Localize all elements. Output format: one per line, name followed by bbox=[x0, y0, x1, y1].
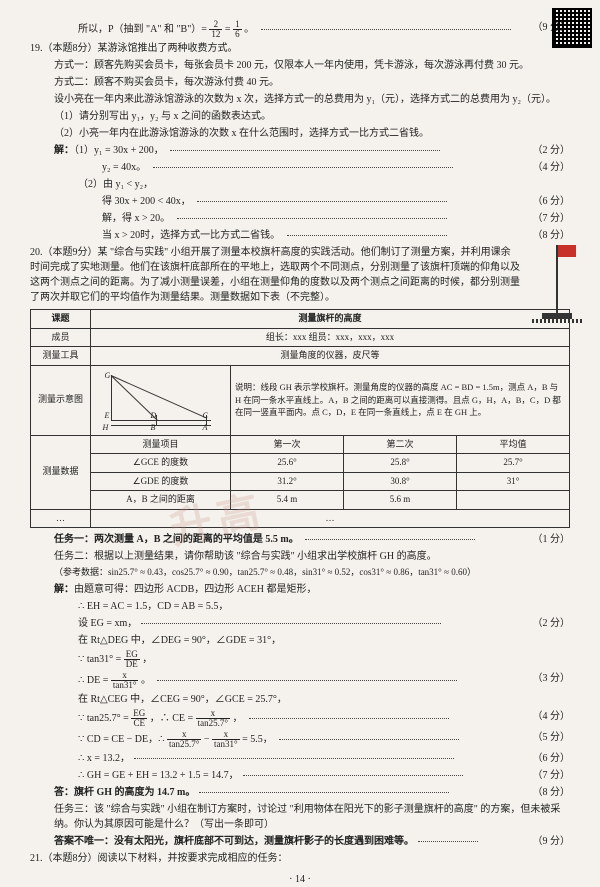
q20-s9: ∵ CD = CE − DE，∴ xtan25.7° − xtan31° = 5… bbox=[30, 730, 570, 749]
q19-sol2b: 得 30x + 200 < 40x， （6 分） bbox=[30, 194, 570, 209]
q19-sol2d: 当 x > 20时，选择方式一比方式二省钱。 （8 分） bbox=[30, 228, 570, 243]
q20-s3: 设 EG = xm，（2 分） bbox=[30, 616, 570, 631]
q19-way1: 方式一：顾客先购买会员卡，每张会员卡 200 元，仅限本人一年内使用，凭卡游泳，… bbox=[30, 58, 570, 73]
q20-head: 20.（本题9分）某 "综合与实践" 小组开展了测量本校旗杆高度的实践活动。他们… bbox=[30, 245, 570, 305]
task2a: 任务二：根据以上测量结果，请你帮助该 "综合与实践" 小组求出学校旗杆 GH 的… bbox=[30, 549, 570, 564]
q19-sol2a: （2）由 y₁ < y₂， bbox=[30, 177, 570, 192]
q20-s8: ∵ tan25.7° = EGCE ，∴ CE = xtan25.7° ， （4… bbox=[30, 709, 570, 728]
q21-head: 21.（本题8分）阅读以下材料，并按要求完成相应的任务： bbox=[30, 851, 570, 866]
q19-setup: 设小亮在一年内来此游泳馆游泳的次数为 x 次，选择方式一的总费用为 y₁（元），… bbox=[30, 92, 570, 107]
task3: 任务三：该 "综合与实践" 小组在制订方案时，讨论过 "利用物体在阳光下的影子测… bbox=[30, 802, 570, 832]
frac-2-12: 212 bbox=[209, 20, 222, 39]
task1: 任务一：两次测量 A，B 之间的距离的平均值是 5.5 m。 （1 分） bbox=[30, 532, 570, 547]
q20-s2: ∴ EH = AC = 1.5，CD = AB = 5.5， bbox=[30, 599, 570, 614]
dotted-line bbox=[261, 29, 511, 30]
triangle-diagram: G E H D B C A bbox=[101, 370, 221, 430]
q19-way2: 方式二：顾客不购买会员卡，每次游泳付费 40 元。 bbox=[30, 75, 570, 90]
top-conclusion: 所以，P（抽到 "A" 和 "B"）= 212 = 16 。 （9 分） bbox=[30, 20, 570, 39]
q20-s6: ∴ DE = xtan31° 。 （3 分） bbox=[30, 671, 570, 690]
q19-sol2c: 解，得 x > 20。 （7 分） bbox=[30, 211, 570, 226]
q19-head: 19.（本题8分）某游泳馆推出了两种收费方式。 bbox=[30, 41, 570, 56]
q19-p2: （2）小亮一年内在此游泳馆游泳的次数 x 在什么范围时，选择方式一比方式二省钱。 bbox=[30, 126, 570, 141]
q20-s4: 在 Rt△DEG 中，∠DEG = 90°，∠GDE = 31°， bbox=[30, 633, 570, 648]
top-text: 所以，P（抽到 "A" 和 "B"）= bbox=[78, 24, 207, 35]
q20-s11: ∴ GH = GE + EH = 13.2 + 1.5 = 14.7，（7 分） bbox=[30, 768, 570, 783]
page-number: · 14 · bbox=[30, 872, 570, 887]
q20-s10: ∴ x = 13.2，（6 分） bbox=[30, 751, 570, 766]
q20-ans: 答：旗杆 GH 的高度为 14.7 m。（8 分） bbox=[30, 785, 570, 800]
q20-ans2: 答案不唯一：没有太阳光，旗杆底部不可到达，测量旗杆影子的长度遇到困难等。（9 分… bbox=[30, 834, 570, 849]
q20-s7: 在 Rt△CEG 中，∠CEG = 90°，∠GCE = 25.7°， bbox=[30, 692, 570, 707]
flagpole-illustration bbox=[538, 245, 578, 325]
q20-s5: ∵ tan31° = EGDE ， bbox=[30, 650, 570, 669]
qr-code bbox=[552, 8, 592, 48]
q20-s1: 解：由题意可得：四边形 ACDB，四边形 ACEH 都是矩形， bbox=[30, 582, 570, 597]
measurement-table: 课题测量旗杆的高度 成员组长：xxx 组员：xxx，xxx，xxx 测量工具测量… bbox=[30, 309, 570, 528]
frac-1-6: 16 bbox=[233, 20, 242, 39]
task2b: （参考数据：sin25.7° ≈ 0.43，cos25.7° ≈ 0.90，ta… bbox=[30, 566, 570, 580]
q19-sol1b: y₂ = 40x。 （4 分） bbox=[30, 160, 570, 175]
q19-sol1a: 解：（1）y₁ = 30x + 200， （2 分） bbox=[30, 143, 570, 158]
q19-p1: （1）请分别写出 y₁，y₂ 与 x 之间的函数表达式。 bbox=[30, 109, 570, 124]
